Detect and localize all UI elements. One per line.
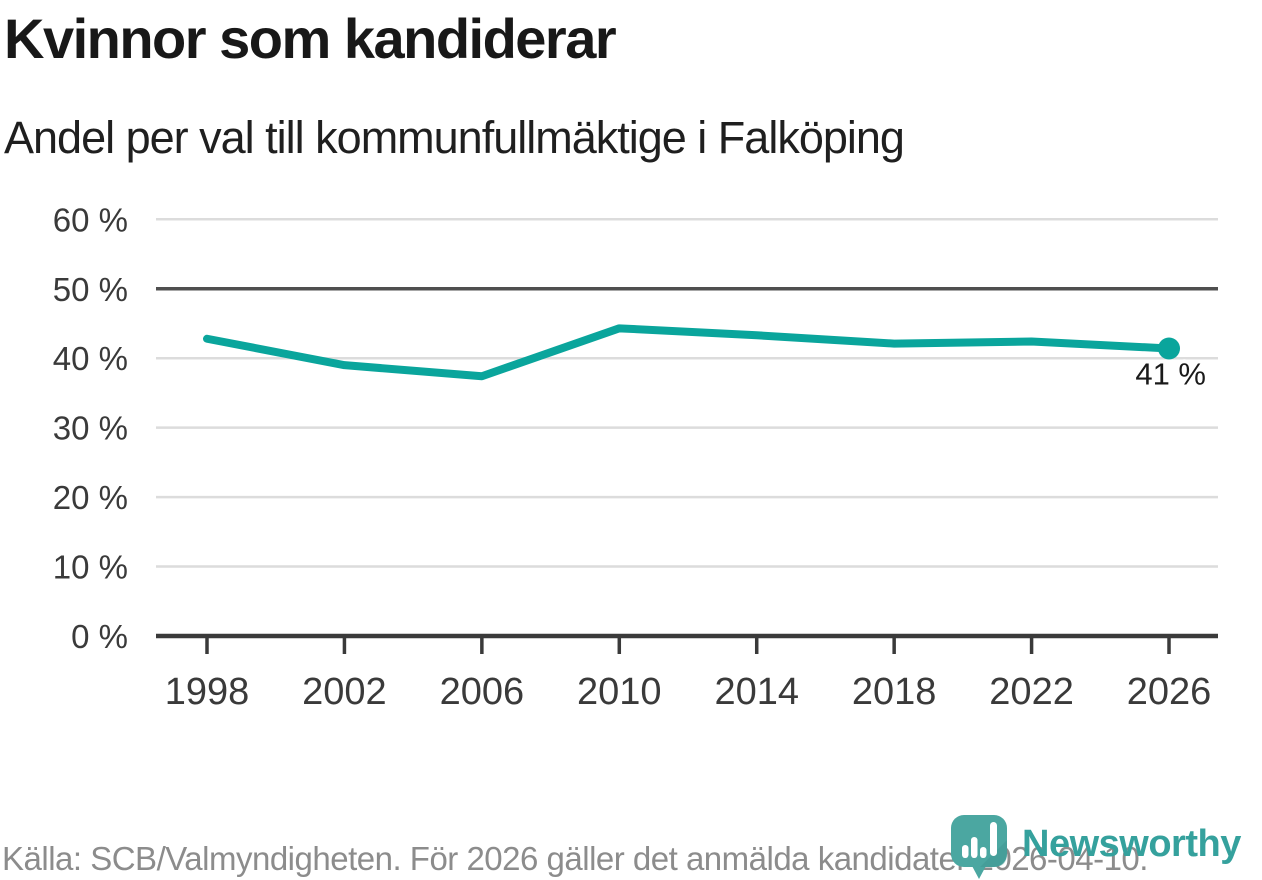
newsworthy-logo: Newsworthy: [950, 814, 1241, 880]
x-tick-label: 2006: [440, 671, 525, 713]
end-point-label: 41 %: [1135, 356, 1206, 391]
y-tick-label: 50 %: [53, 271, 128, 308]
y-tick-label: 30 %: [53, 410, 128, 447]
newsworthy-wordmark: Newsworthy: [1022, 823, 1241, 865]
x-tick-label: 2018: [852, 671, 937, 713]
y-tick-label: 0 %: [71, 618, 128, 655]
chart-subtitle: Andel per val till kommunfullmäktige i F…: [4, 112, 905, 163]
chart-title: Kvinnor som kandiderar: [4, 7, 617, 70]
x-tick-label: 2002: [302, 671, 387, 713]
y-tick-label: 10 %: [53, 549, 128, 586]
bar-chart-pin-icon: [951, 815, 1007, 879]
x-tick-label: 2026: [1127, 671, 1212, 713]
x-tick-label: 2010: [577, 671, 662, 713]
y-tick-label: 40 %: [53, 340, 128, 377]
trend-line: [203, 324, 1174, 381]
y-tick-label: 60 %: [53, 201, 128, 238]
y-tick-label: 20 %: [53, 479, 128, 516]
x-tick-label: 2022: [989, 671, 1074, 713]
x-tick-label: 2014: [714, 671, 799, 713]
x-tick-label: 1998: [165, 671, 250, 713]
end-point-dot: [1158, 337, 1181, 360]
